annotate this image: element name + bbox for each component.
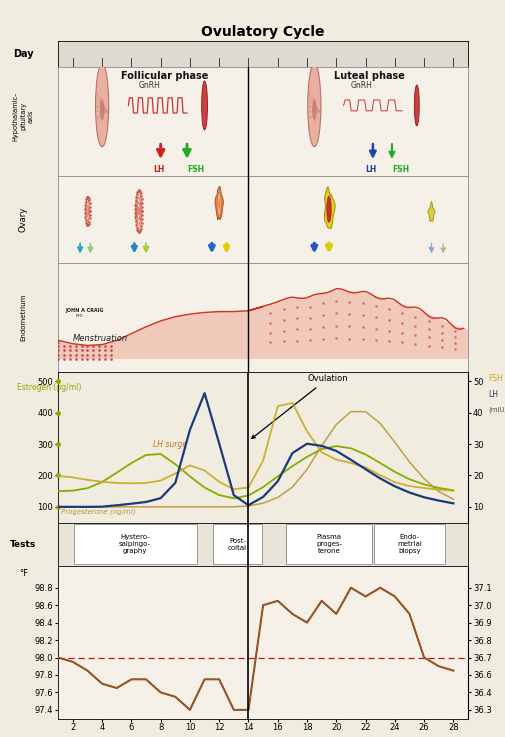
Text: Endometrium: Endometrium xyxy=(20,294,26,341)
Text: GnRH: GnRH xyxy=(350,81,372,91)
Text: LH surge: LH surge xyxy=(153,440,187,450)
Text: FSH: FSH xyxy=(391,165,408,174)
Text: Hypothalamic–
pituitary
axis: Hypothalamic– pituitary axis xyxy=(13,91,34,141)
Circle shape xyxy=(135,192,141,230)
Polygon shape xyxy=(215,186,223,220)
Ellipse shape xyxy=(414,85,419,126)
Circle shape xyxy=(326,196,330,223)
Ellipse shape xyxy=(201,81,207,130)
FancyBboxPatch shape xyxy=(373,524,444,565)
Text: Endo-
metrial
biopsy: Endo- metrial biopsy xyxy=(396,534,421,554)
Circle shape xyxy=(85,199,89,223)
FancyBboxPatch shape xyxy=(285,524,372,565)
Text: Plasma
proges-
terone: Plasma proges- terone xyxy=(315,534,341,554)
Text: Ovary: Ovary xyxy=(19,207,28,232)
Text: Ovulation: Ovulation xyxy=(251,374,347,439)
Text: (mIU/ml): (mIU/ml) xyxy=(488,407,505,413)
Text: Ovulatory Cycle: Ovulatory Cycle xyxy=(201,25,324,39)
Text: FSH: FSH xyxy=(187,165,204,174)
Text: LH: LH xyxy=(365,165,376,174)
Text: GnRH: GnRH xyxy=(138,81,160,91)
Circle shape xyxy=(86,206,88,217)
Text: Estrogen (pg/ml): Estrogen (pg/ml) xyxy=(17,383,81,391)
Polygon shape xyxy=(324,187,334,228)
Text: Luteal phase: Luteal phase xyxy=(334,71,405,80)
Text: Follicular phase: Follicular phase xyxy=(121,71,208,80)
Ellipse shape xyxy=(312,99,316,121)
Text: LH: LH xyxy=(153,165,165,174)
Text: Post-
coital: Post- coital xyxy=(227,538,246,551)
Text: Tests: Tests xyxy=(10,539,36,549)
Ellipse shape xyxy=(99,99,104,121)
Text: FSH: FSH xyxy=(488,374,502,383)
Text: Day: Day xyxy=(13,49,34,59)
Ellipse shape xyxy=(307,64,320,147)
Text: Menstruation: Menstruation xyxy=(73,334,128,343)
Text: °F: °F xyxy=(19,569,28,578)
Text: MD: MD xyxy=(65,314,82,318)
Text: Hystero-
salpingo-
graphy: Hystero- salpingo- graphy xyxy=(119,534,150,554)
FancyBboxPatch shape xyxy=(212,524,262,565)
Circle shape xyxy=(137,202,140,220)
Text: JOHN A CRAIG: JOHN A CRAIG xyxy=(65,308,104,313)
Circle shape xyxy=(217,192,221,215)
Text: Progesterone (ng/ml): Progesterone (ng/ml) xyxy=(61,509,135,515)
FancyBboxPatch shape xyxy=(73,524,196,565)
Text: LH: LH xyxy=(488,390,497,399)
Circle shape xyxy=(138,207,139,214)
Circle shape xyxy=(218,199,220,209)
Polygon shape xyxy=(427,201,434,221)
Circle shape xyxy=(136,198,141,225)
Ellipse shape xyxy=(95,64,109,147)
